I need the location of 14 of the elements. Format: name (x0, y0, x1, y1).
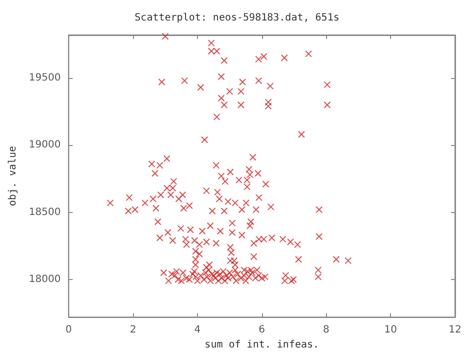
y-tick-label: 18500 (28, 206, 61, 218)
x-tick-label: 2 (130, 324, 136, 336)
y-axis-title: obj. value (8, 146, 18, 206)
chart-title: Scatterplot: neos-598183.dat, 651s (134, 12, 340, 24)
x-tick-label: 0 (66, 324, 72, 336)
x-tick-label: 6 (258, 324, 266, 336)
x-tick-label: 12 (448, 324, 462, 336)
x-axis-title: sum of int. infeas. (204, 340, 320, 350)
y-tick-label: 19000 (28, 140, 61, 151)
x-tick-label: 8 (323, 324, 330, 336)
x-tick-label: 4 (194, 324, 201, 336)
x-tick-label: 10 (384, 324, 397, 336)
y-tick-label: 18000 (28, 274, 61, 285)
y-tick-label: 19500 (28, 72, 61, 84)
